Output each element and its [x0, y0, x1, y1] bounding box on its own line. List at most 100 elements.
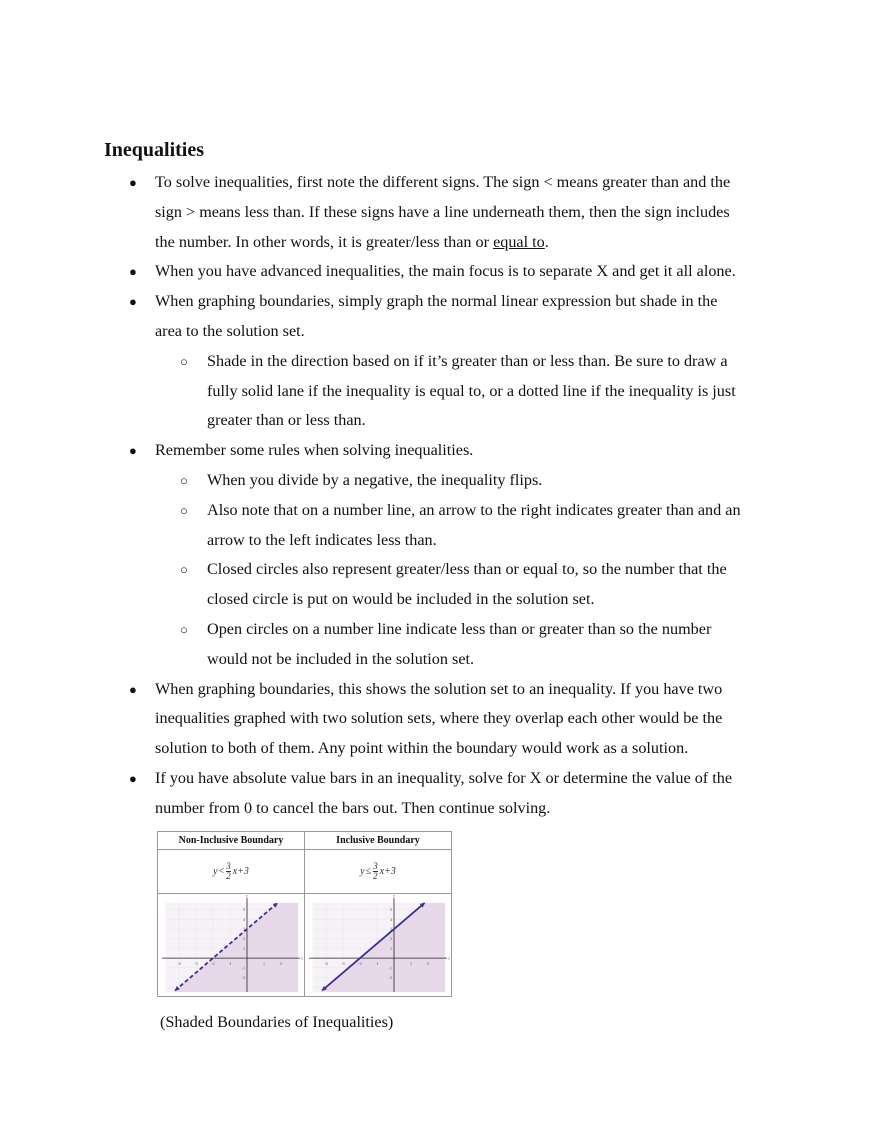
arrowhead-icon [272, 902, 278, 908]
bullet-text-line: area to the solution set. [155, 321, 305, 341]
text-segment: To solve inequalities, first note the di… [155, 173, 731, 191]
inequality-graph: -4 -3 -2 -1 1 2 -2 -1 1 2 3 4 5 x y [309, 894, 450, 992]
text-segment: When graphing boundaries, simply graph t… [155, 292, 718, 311]
graph-panel: -4 -3 -2 -1 1 2 -2 -1 1 2 3 4 5 x y [158, 894, 305, 996]
section-title: Inequalities [104, 139, 205, 161]
text-segment: the number. In other words, it is greate… [155, 232, 494, 251]
y-tick-label: 1 [243, 946, 245, 951]
bullet-filled-icon: ● [129, 264, 137, 280]
bullet-text-line: If you have absolute value bars in an in… [155, 768, 732, 788]
bullet-text-line: number from 0 to cancel the bars out. Th… [155, 798, 550, 818]
text-segment: When graphing boundaries, this shows the… [155, 679, 723, 698]
shaded-solution-region [320, 902, 445, 992]
bullet-text-line: sign > means less than. If these signs h… [155, 202, 730, 222]
boundary-line [321, 902, 426, 992]
inequality-figure-table: Non-Inclusive Boundary Inclusive Boundary… [157, 831, 452, 997]
x-tick-label: -2 [358, 961, 361, 966]
x-tick-label: 1 [410, 961, 412, 966]
bullet-text-line: Open circles on a number line indicate l… [207, 619, 711, 639]
bullet-hollow-icon: ○ [180, 562, 188, 578]
text-segment: When you have advanced inequalities, the… [155, 262, 736, 281]
bullet-text-line: When you have advanced inequalities, the… [155, 261, 736, 281]
y-axis-label: y [246, 894, 248, 898]
text-segment: Shade in the direction based on if it’s … [207, 351, 728, 370]
arrowhead-icon [322, 985, 327, 991]
bullet-text-line: would not be included in the solution se… [207, 649, 474, 669]
bullet-filled-icon: ● [129, 681, 137, 697]
x-tick-label: -3 [341, 961, 344, 966]
bullet-text-line: solution to both of them. Any point with… [155, 738, 688, 758]
x-tick-label: -3 [194, 961, 197, 966]
y-tick-label: 3 [243, 927, 245, 932]
rhs: x+3 [232, 866, 249, 877]
graph-panel: -4 -3 -2 -1 1 2 -2 -1 1 2 3 4 5 x y [305, 894, 451, 996]
text-segment: closed circle is put on would be include… [207, 590, 595, 609]
lhs: y [213, 866, 218, 877]
arrowhead-icon [175, 985, 180, 991]
text-segment: When you divide by a negative, the inequ… [207, 471, 543, 489]
bullet-hollow-icon: ○ [180, 502, 188, 518]
text-segment: would not be included in the solution se… [207, 649, 475, 668]
y-tick-label: -2 [242, 975, 245, 980]
bullet-text-line: Closed circles also represent greater/le… [207, 559, 727, 579]
x-tick-label: 1 [263, 961, 265, 966]
boundary-line [174, 902, 279, 992]
bullet-text-line: fully solid lane if the inequality is eq… [207, 381, 736, 401]
text-segment: fully solid lane if the inequality is eq… [207, 381, 736, 400]
bullet-text-line: To solve inequalities, first note the di… [155, 172, 730, 192]
bullet-filled-icon: ● [129, 443, 137, 459]
text-segment: Remember some rules when solving inequal… [155, 441, 474, 460]
bullet-hollow-icon: ○ [180, 473, 188, 488]
y-tick-label: 2 [390, 936, 392, 941]
text-segment: Closed circles also represent greater/le… [207, 560, 727, 579]
lhs: y [360, 866, 365, 877]
y-tick-label: 4 [243, 917, 245, 922]
bullet-text-line: When graphing boundaries, this shows the… [155, 679, 722, 699]
x-axis-label: x [448, 956, 450, 961]
sign: < [218, 866, 225, 877]
sign: ≤ [365, 866, 372, 877]
y-tick-label: -1 [389, 965, 392, 970]
shaded-solution-region [173, 902, 298, 992]
y-tick-label: 4 [390, 917, 392, 922]
inequality-formula: y ≤3 2 x+3 [305, 850, 451, 894]
text-segment: inequalities graphed with two solution s… [155, 709, 723, 728]
text-segment: greater than or less than. [207, 411, 366, 430]
y-tick-label: 2 [243, 936, 245, 941]
text-segment: arrow to the left indicates less than. [207, 530, 437, 549]
text-segment: Also note that on a number line, an arro… [207, 500, 741, 519]
bullet-text-line: the number. In other words, it is greate… [155, 232, 549, 252]
bullet-text-line: When graphing boundaries, simply graph t… [155, 291, 717, 311]
arrowhead-icon [419, 902, 425, 908]
bullet-text-line: inequalities graphed with two solution s… [155, 708, 722, 728]
x-tick-label: 2 [280, 961, 282, 966]
bullet-text-line: arrow to the left indicates less than. [207, 530, 437, 550]
text-segment: area to the solution set. [155, 322, 305, 340]
bullet-text-line: Remember some rules when solving inequal… [155, 440, 473, 460]
x-tick-label: -2 [211, 961, 214, 966]
text-segment: . [544, 232, 549, 251]
text-segment: number from 0 to cancel the bars out. Th… [155, 798, 551, 817]
y-tick-label: 5 [243, 907, 245, 912]
panel-header: Non-Inclusive Boundary [158, 832, 305, 850]
bullet-text-line: closed circle is put on would be include… [207, 589, 595, 609]
y-tick-label: -1 [242, 965, 245, 970]
underlined-text: equal to [493, 232, 545, 251]
bullet-filled-icon: ● [129, 175, 137, 190]
text-segment: Open circles on a number line indicate l… [207, 620, 712, 638]
y-axis-label: y [393, 894, 395, 898]
text-segment: sign > means less than. If these signs h… [155, 202, 730, 221]
bullet-filled-icon: ● [129, 771, 137, 786]
panel-header: Inclusive Boundary [305, 832, 451, 850]
x-tick-label: -1 [375, 961, 378, 966]
y-tick-label: -2 [389, 975, 392, 980]
bullet-text-line: Also note that on a number line, an arro… [207, 500, 741, 520]
inequality-formula: y <3 2 x+3 [158, 850, 305, 894]
y-tick-label: 3 [390, 927, 392, 932]
inequality-graph: -4 -3 -2 -1 1 2 -2 -1 1 2 3 4 5 x y [162, 894, 303, 992]
text-segment: solution to both of them. Any point with… [155, 739, 689, 758]
rhs: x+3 [379, 866, 396, 877]
bullet-text-line: When you divide by a negative, the inequ… [207, 470, 542, 490]
bullet-filled-icon: ● [129, 294, 137, 310]
